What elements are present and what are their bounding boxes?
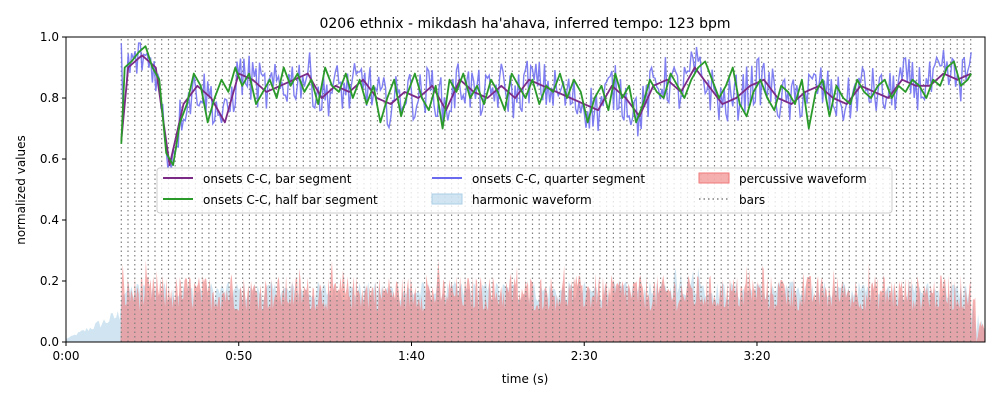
y-tick-label: 0.8 xyxy=(40,91,59,105)
legend: onsets C-C, bar segment onsets C-C, half… xyxy=(156,167,893,214)
legend-label-half: onsets C-C, half bar segment xyxy=(203,193,378,207)
legend-label-bars: bars xyxy=(739,193,765,207)
legend-swatch-harmonic xyxy=(431,193,463,205)
plot-frame xyxy=(65,36,986,343)
legend-label-quarter: onsets C-C, quarter segment xyxy=(472,172,645,186)
legend-swatch-percussive xyxy=(698,172,730,184)
y-axis-label: normalized values xyxy=(14,135,28,245)
legend-label-harmonic: harmonic waveform xyxy=(472,193,592,207)
legend-label-bar: onsets C-C, bar segment xyxy=(203,172,352,186)
x-tick-label: 0:00 xyxy=(53,349,80,363)
x-tick-label: 3:20 xyxy=(744,349,771,363)
y-tick-label: 0.2 xyxy=(40,274,59,288)
series-quarter-line xyxy=(120,42,972,169)
x-tick-label: 0:50 xyxy=(225,349,252,363)
chart-title: 0206 ethnix - mikdash ha'ahava, inferred… xyxy=(319,16,730,32)
series-half-line xyxy=(120,45,972,166)
x-axis-label: time (s) xyxy=(502,372,549,386)
y-tick-label: 0.4 xyxy=(40,213,59,227)
y-tick-label: 1.0 xyxy=(40,30,59,44)
y-tick-label: 0.6 xyxy=(40,152,59,166)
x-tick-label: 1:40 xyxy=(398,349,425,363)
x-tick-label: 2:30 xyxy=(571,349,598,363)
y-tick-label: 0.0 xyxy=(40,335,59,349)
legend-label-percussive: percussive waveform xyxy=(739,172,867,186)
series-bar-line xyxy=(120,54,972,166)
